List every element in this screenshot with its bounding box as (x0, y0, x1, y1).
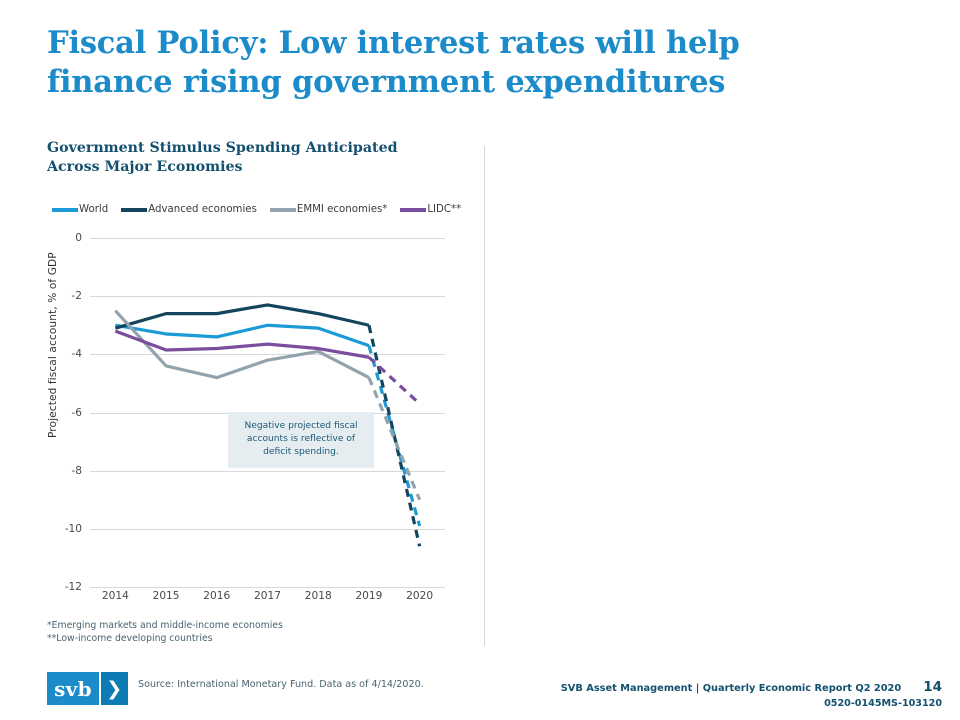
y-axis-tick-label: -8 (71, 464, 82, 477)
footer-right-block: SVB Asset Management | Quarterly Economi… (561, 679, 942, 709)
legend-label-lidc: LIDC** (427, 203, 462, 215)
panel-divider (484, 146, 485, 646)
svb-logo-wordmark: svb (47, 672, 99, 705)
legend-label-advanced-economies: Advanced economies (148, 203, 257, 215)
page-number: 14 (923, 679, 942, 695)
x-axis-tick-label: 2016 (203, 590, 231, 602)
footnote-lidc: **Low-income developing countries (47, 633, 213, 645)
y-axis-tick-label: -12 (64, 581, 82, 593)
x-axis-tick-label: 2015 (152, 590, 180, 602)
page-title: Fiscal Policy: Low interest rates will h… (47, 25, 740, 101)
legend-swatch-advanced-economies (121, 208, 148, 212)
legend-label-emmi-economies: EMMI economies* (296, 203, 388, 215)
y-axis-tick-label: -4 (71, 348, 82, 361)
chevron-right-icon: ❯ (100, 672, 128, 705)
left-chart-footnotes: *Emerging markets and middle-income econ… (47, 619, 283, 645)
y-axis-tick-label: 0 (75, 232, 82, 244)
footer-document-id: 0520-0145MS-103120 (824, 698, 942, 709)
gridline (90, 528, 445, 530)
legend-item-advanced-economies[interactable]: Advanced economies (121, 203, 257, 215)
gridline (90, 470, 445, 472)
line-series-forecast-lidc (367, 356, 421, 405)
gridline (90, 587, 445, 588)
legend-item-emmi-economies[interactable]: EMMI economies* (269, 203, 388, 215)
legend-label-world: World (79, 203, 109, 215)
chart-annotation-note: Negative projected fiscal accounts is re… (228, 412, 374, 468)
left-chart-y-axis-label: Projected fiscal account, % of GDP (47, 252, 59, 438)
y-axis-tick-label: -6 (71, 406, 82, 419)
x-axis-tick-label: 2017 (254, 590, 281, 602)
left-chart-lines (114, 303, 422, 547)
line-series-world (115, 323, 370, 348)
line-series-advanced-economies (114, 303, 370, 330)
x-axis-tick-label: 2020 (406, 590, 434, 602)
legend-item-world[interactable]: World (52, 203, 109, 215)
footer-source-text: Source: International Monetary Fund. Dat… (138, 679, 424, 690)
right-chart-panel: Response Spending Tally Likely To Grow E… (484, 0, 960, 720)
left-chart-panel: Government Stimulus Spending Anticipated… (47, 140, 472, 645)
gridline (90, 354, 445, 356)
y-axis-tick-label: -10 (64, 522, 82, 535)
line-series-emmi-economies (114, 309, 370, 380)
y-axis-tick-label: -2 (71, 290, 82, 303)
legend-swatch-world (52, 208, 78, 212)
svb-logo[interactable]: svb ❯ (47, 672, 128, 705)
gridline (90, 296, 445, 298)
legend-swatch-lidc (400, 208, 427, 212)
x-axis-tick-label: 2018 (304, 590, 332, 602)
legend-item-lidc[interactable]: LIDC** (400, 203, 462, 215)
left-chart-legend: World Advanced economies EMMI economies*… (52, 200, 472, 220)
gridline (90, 238, 445, 239)
left-chart-title: Government Stimulus Spending Anticipated… (47, 140, 398, 175)
svb-logo-divider (99, 672, 101, 705)
left-chart-x-axis-ticks: 2014 2015 2016 2017 2018 2019 2020 (90, 590, 445, 608)
x-axis-tick-label: 2014 (101, 590, 129, 602)
footer-report-title: SVB Asset Management | Quarterly Economi… (560, 683, 902, 694)
line-series-lidc (114, 329, 370, 359)
footnote-emmi: *Emerging markets and middle-income econ… (47, 620, 283, 631)
legend-swatch-emmi-economies (269, 208, 296, 212)
line-series-forecast-world (367, 345, 422, 527)
x-axis-tick-label: 2019 (355, 590, 383, 602)
